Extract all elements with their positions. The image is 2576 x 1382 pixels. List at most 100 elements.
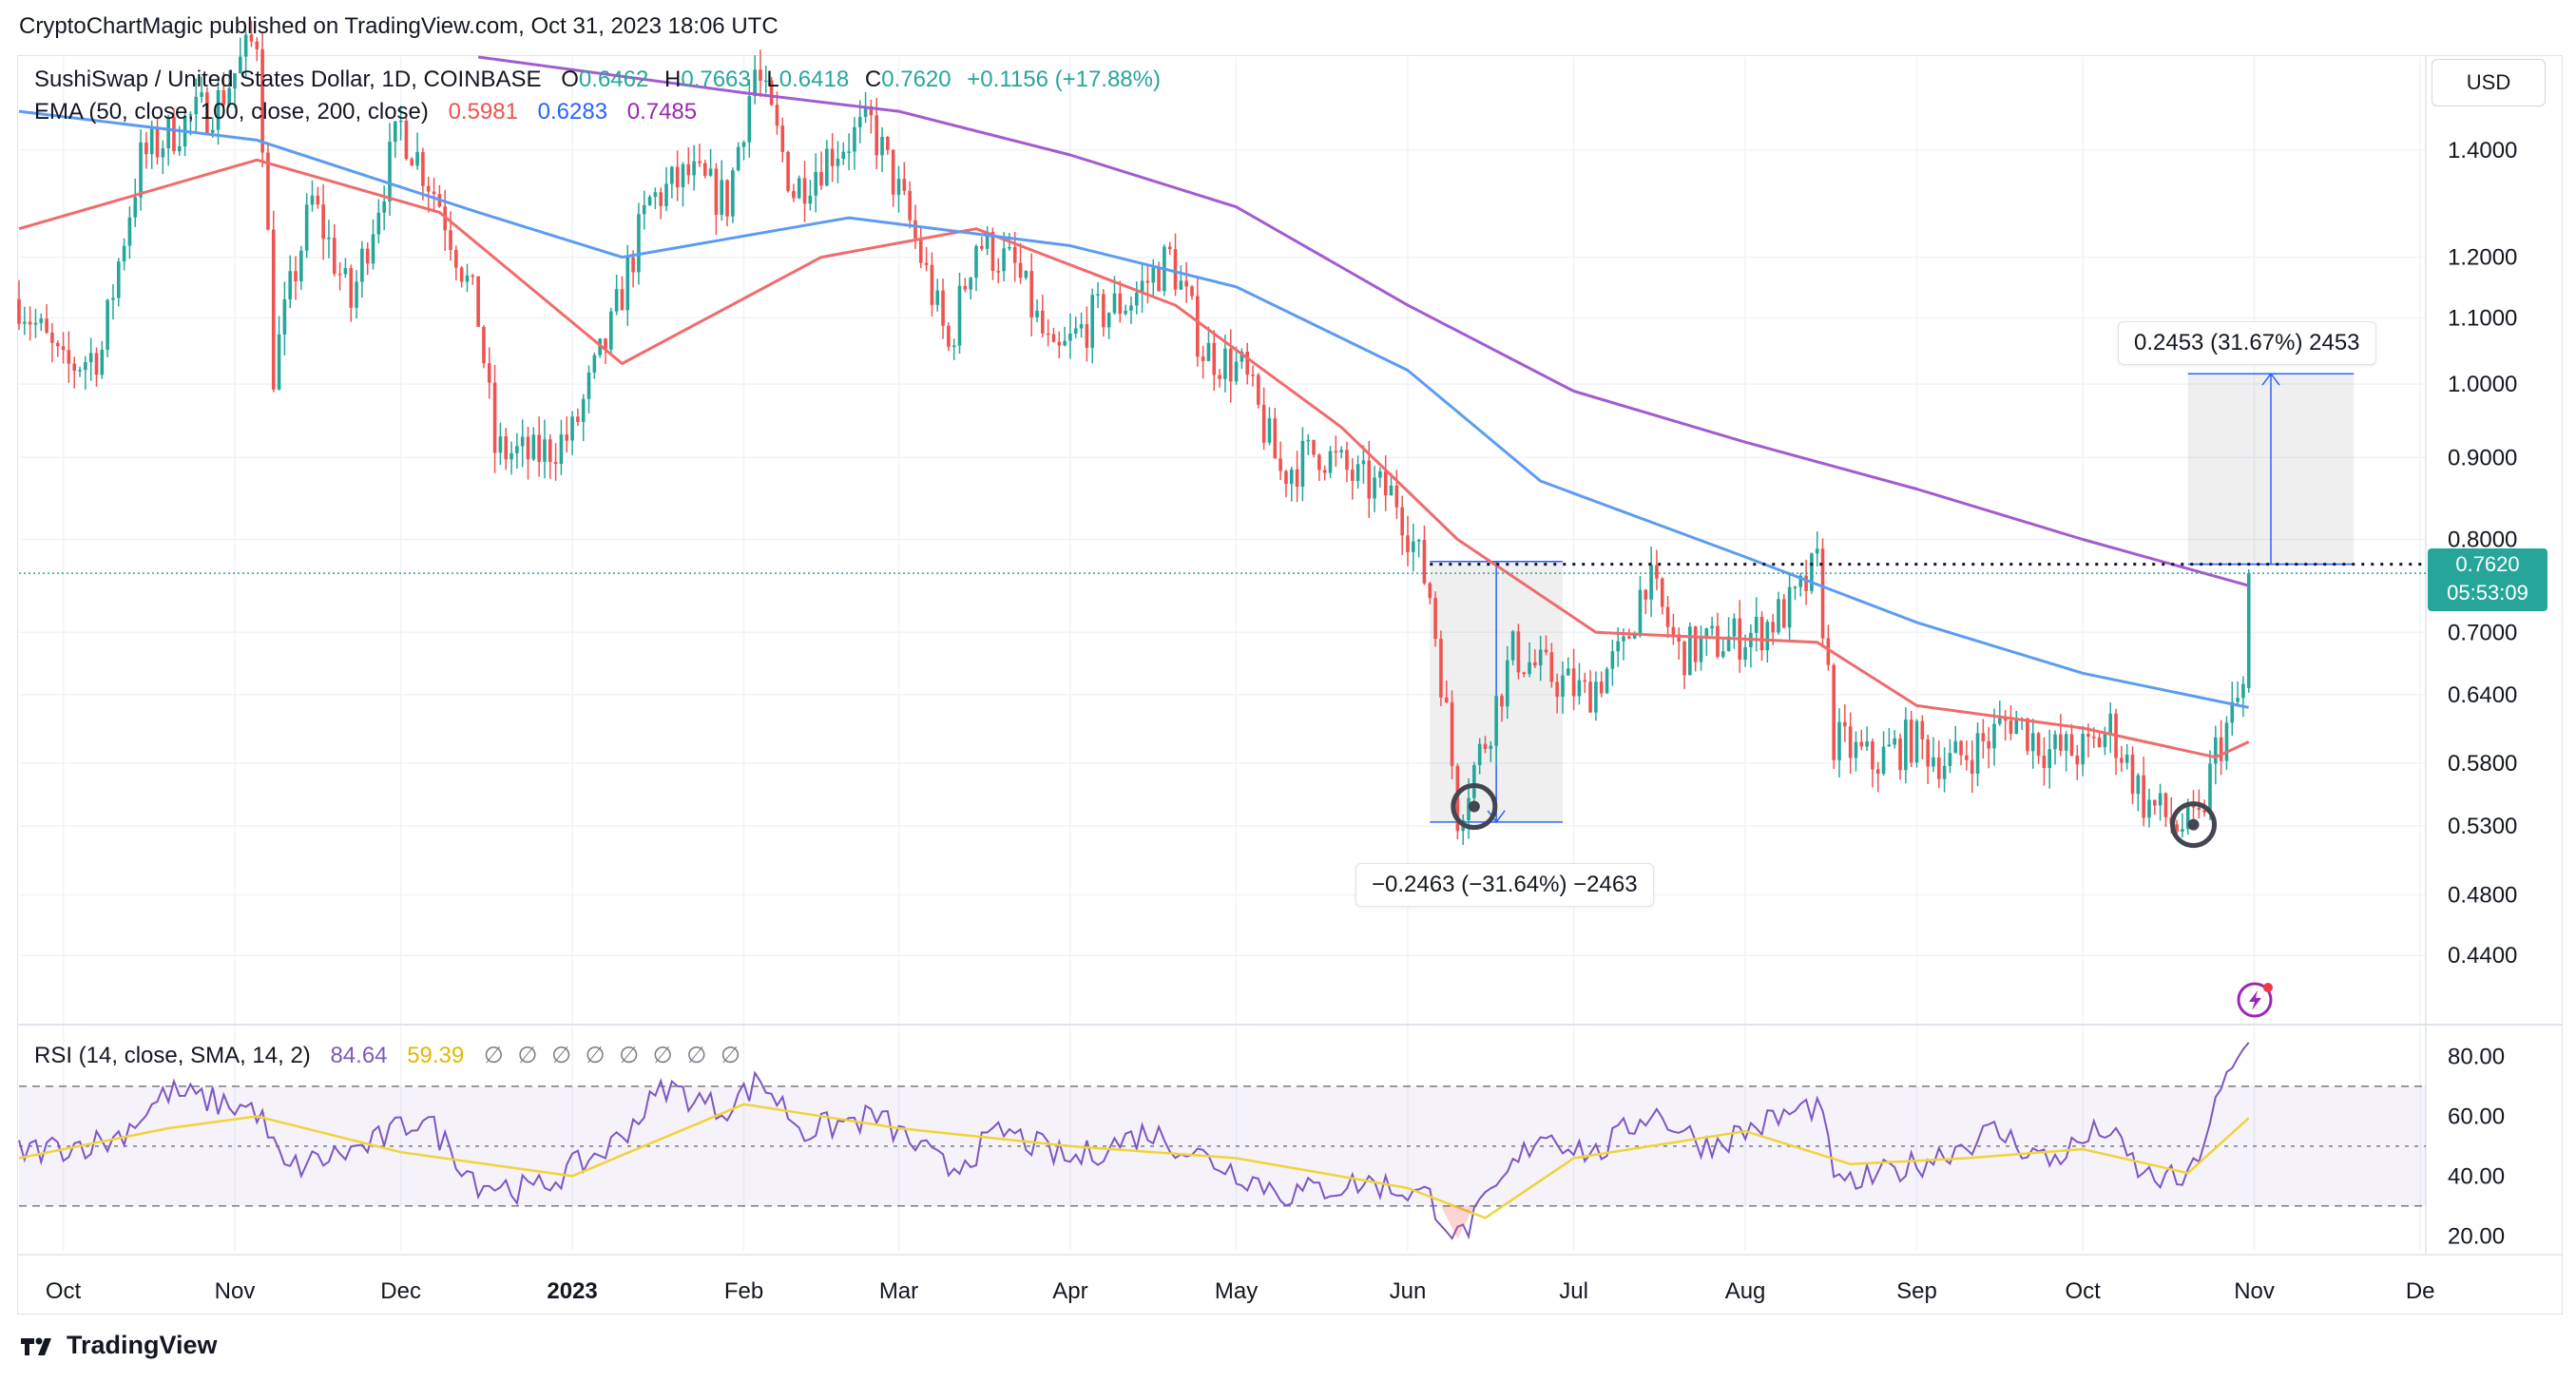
candle-body <box>763 80 768 83</box>
candle-body <box>266 152 270 230</box>
candle-body <box>343 268 348 275</box>
rsi-line <box>18 1042 2250 1240</box>
candle-body <box>94 353 99 375</box>
price-tick-label: 0.7000 <box>2448 620 2517 645</box>
candle-body <box>471 275 475 278</box>
candle-body <box>321 204 325 240</box>
time-axis[interactable]: Oct Nov Dec 2023 Feb Mar Apr May Jun Jul Aug Sep Oct… <box>46 1278 2435 1304</box>
candle-body <box>1881 746 1886 775</box>
candle-body <box>1826 638 1831 665</box>
candle-body <box>1970 759 1974 775</box>
candle-body <box>1079 324 1084 329</box>
candle-body <box>1716 625 1720 658</box>
candle-body <box>2142 775 2145 818</box>
candle-body <box>294 271 298 281</box>
candle-body <box>509 452 513 460</box>
candle-body <box>1781 599 1786 628</box>
tradingview-brand[interactable]: TradingView <box>19 1331 218 1360</box>
candle-body <box>188 114 193 116</box>
candle-body <box>725 180 729 217</box>
symbol-legend: SushiSwap / United States Dollar, 1D, CO… <box>34 67 1161 93</box>
candle-body <box>1594 681 1598 713</box>
time-tick-label: May <box>1215 1278 1258 1304</box>
currency-button[interactable]: USD <box>2432 59 2546 106</box>
candle-body <box>1234 361 1239 382</box>
candle-body <box>1682 641 1686 676</box>
candle-body <box>2086 734 2090 738</box>
lightning-icon <box>2249 990 2261 1010</box>
candle-body <box>282 298 287 335</box>
candle-body <box>1317 454 1321 470</box>
candle-body <box>930 264 934 305</box>
candle-body <box>1528 662 1531 675</box>
candle-body <box>863 106 868 118</box>
candle-body <box>2091 737 2096 739</box>
candle-body <box>260 48 264 153</box>
candle-body <box>1699 638 1703 662</box>
candle-body <box>681 163 685 187</box>
candle-body <box>1987 740 1990 749</box>
price-axis[interactable]: 1.4000 1.2000 1.1000 1.0000 0.9000 0.8000 0.70… <box>2448 138 2517 1249</box>
candle-body <box>797 178 801 199</box>
candle-body <box>210 129 215 133</box>
candle-body <box>1444 697 1449 702</box>
candle-body <box>492 382 497 453</box>
candle-body <box>1688 626 1692 676</box>
candle-body <box>736 146 740 171</box>
candle-body <box>1577 680 1582 697</box>
candle-body <box>1677 634 1682 642</box>
candle-body <box>144 142 148 155</box>
candle-body <box>459 267 464 282</box>
candle-body <box>332 238 336 274</box>
candle-body <box>1622 636 1625 642</box>
candle-body <box>908 190 912 221</box>
candle-body <box>161 148 165 158</box>
candle-body <box>1145 280 1150 283</box>
candle-body <box>891 149 895 195</box>
rsi-tick-label: 60.00 <box>2448 1104 2505 1129</box>
candle-body <box>421 151 425 186</box>
candle-body <box>775 105 779 126</box>
candle-body <box>1412 541 1415 552</box>
candle-body <box>570 416 574 441</box>
price-tick-label: 1.4000 <box>2448 138 2517 163</box>
candle-body <box>1389 485 1394 496</box>
candle-body <box>1538 649 1543 666</box>
candle-body <box>2197 807 2201 811</box>
candle-body <box>2181 829 2184 832</box>
rsi-oversold-fill <box>1440 1205 1474 1239</box>
candle-body <box>1345 450 1349 470</box>
candle-body <box>1295 469 1299 488</box>
candle-body <box>2158 793 2163 806</box>
candle-body <box>808 195 813 204</box>
candle-body <box>133 197 138 218</box>
candle-body <box>941 290 945 326</box>
candle-body <box>985 231 990 249</box>
candle-body <box>841 151 846 160</box>
candle-body <box>388 142 392 202</box>
candle-body <box>1472 764 1476 798</box>
ema-lines <box>18 55 2250 759</box>
candle-body <box>1798 575 1803 587</box>
candle-body <box>814 171 817 196</box>
candle-body <box>1981 733 1986 741</box>
candle-body <box>316 195 320 205</box>
alert-dot-icon <box>2263 983 2273 992</box>
chart-frame <box>17 55 2563 1315</box>
candle-body <box>1516 631 1521 673</box>
down-measure-arrowhead <box>1487 810 1506 824</box>
candle-body <box>825 148 829 186</box>
candle-body <box>659 192 663 206</box>
candle-body <box>194 96 199 115</box>
candle-body <box>2241 683 2245 699</box>
candle-body <box>769 80 774 106</box>
candle-body <box>1051 334 1056 342</box>
ema-legend-label: EMA (50, close, 100, close, 200, close) <box>34 99 429 125</box>
candle-body <box>913 220 917 239</box>
candle-body <box>592 355 597 373</box>
candle-body <box>1555 681 1559 697</box>
candle-body <box>1046 333 1050 336</box>
candle-body <box>1914 720 1919 763</box>
candle-body <box>1965 755 1969 760</box>
